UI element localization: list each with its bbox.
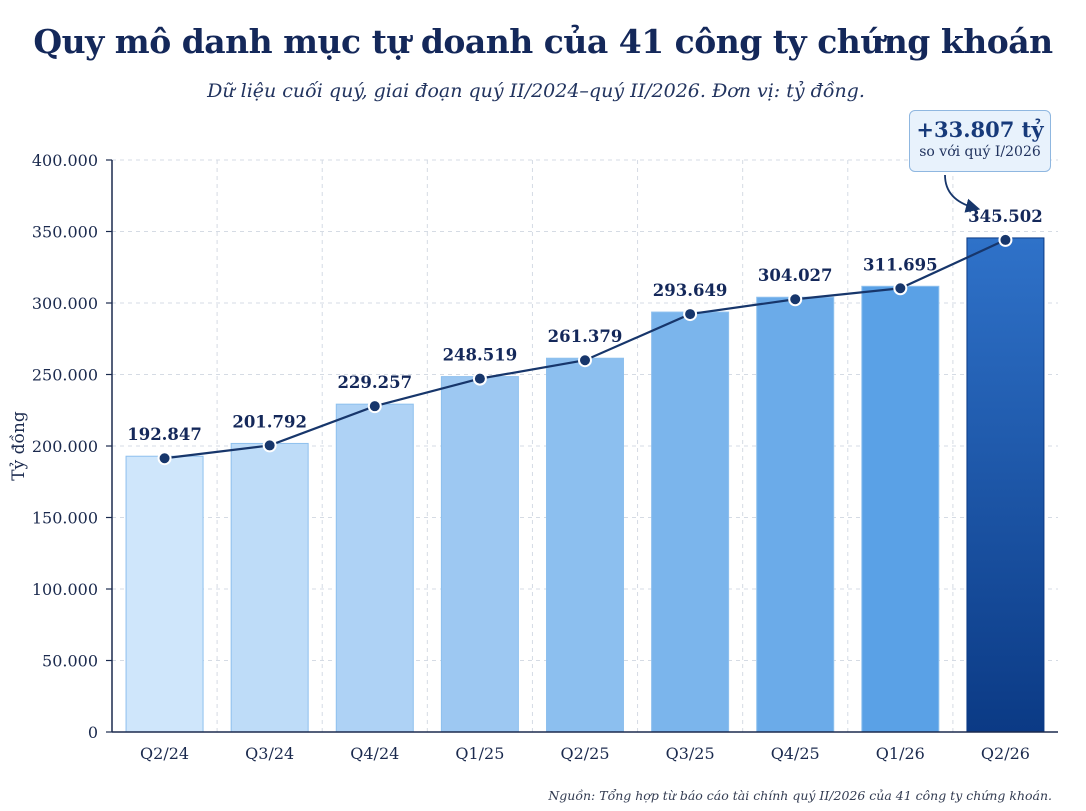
bar-Q3-24 [230, 442, 309, 733]
trend-point [683, 307, 698, 322]
x-tick-label: Q4/24 [350, 744, 399, 763]
trend-point [578, 353, 592, 368]
x-tick-label: Q3/25 [666, 744, 715, 763]
trend-point [893, 281, 908, 296]
bar-Q4-25 [756, 296, 835, 733]
callout-text: so với quý I/2026 [919, 144, 1041, 160]
bar-Q1-25 [440, 376, 519, 733]
value-label: 229.257 [337, 373, 412, 392]
bar-Q2-25 [546, 357, 624, 733]
bar-Q2-24 [125, 455, 204, 733]
value-label: 248.519 [443, 346, 518, 365]
value-label: 311.695 [863, 255, 938, 274]
trend-point [367, 399, 382, 414]
value-label: 201.792 [232, 412, 307, 431]
y-tick-label: 50.000 [42, 652, 98, 671]
trend-point [472, 371, 487, 386]
y-tick-label: 400.000 [32, 151, 98, 170]
change-callout: +33.807 tỷ so với quý I/2026 [909, 110, 1051, 172]
axes: 0 50.000 100.000 150.000 200.000 250.000 300.0… [9, 151, 1058, 763]
y-tick-label: 150.000 [32, 509, 98, 528]
chart-title: Quy mô danh mục tự doanh của 41 công ty … [33, 22, 1053, 61]
trend-point [157, 451, 172, 466]
value-label: 192.847 [127, 425, 202, 444]
y-tick-label: 350.000 [32, 223, 98, 242]
bar-Q1-26 [861, 285, 940, 733]
value-label: 261.379 [548, 327, 623, 346]
y-tick-label: 100.000 [32, 580, 98, 599]
bar-Q3-25 [651, 311, 730, 733]
y-axis-label: Tỷ đồng [9, 411, 29, 481]
trend-point [262, 438, 277, 453]
y-tick-label: 200.000 [32, 437, 98, 456]
value-label: 304.027 [758, 266, 833, 285]
x-tick-label: Q2/26 [981, 744, 1030, 763]
y-tick-label: 250.000 [32, 366, 98, 385]
x-tick-label: Q2/24 [140, 744, 189, 763]
value-label: 293.649 [653, 281, 728, 300]
bar-Q2-26 [966, 237, 1045, 733]
value-labels: 192.847 201.792 229.257 248.519 261.379 293.6… [127, 207, 1043, 444]
x-tick-label: Q1/25 [455, 744, 504, 763]
chart-subtitle: Dữ liệu cuối quý, giai đoạn quý II/2024–… [207, 80, 865, 102]
callout-arrow [944, 174, 981, 213]
bars [125, 237, 1045, 733]
x-tick-label: Q1/26 [876, 744, 925, 763]
bar-Q4-24 [335, 403, 414, 733]
source-note: Nguồn: Tổng hợp từ báo cáo tài chính quý… [548, 788, 1052, 803]
x-tick-label: Q2/25 [560, 744, 609, 763]
trend-line [157, 232, 1013, 466]
y-tick-label: 0 [88, 723, 98, 742]
x-tick-label: Q4/25 [771, 744, 820, 763]
callout-value: +33.807 tỷ [916, 117, 1044, 142]
trend-point [998, 232, 1013, 247]
x-tick-label: Q3/24 [245, 744, 294, 763]
trend-point [788, 292, 803, 307]
y-tick-label: 300.000 [32, 294, 98, 313]
value-label: 345.502 [968, 207, 1043, 226]
